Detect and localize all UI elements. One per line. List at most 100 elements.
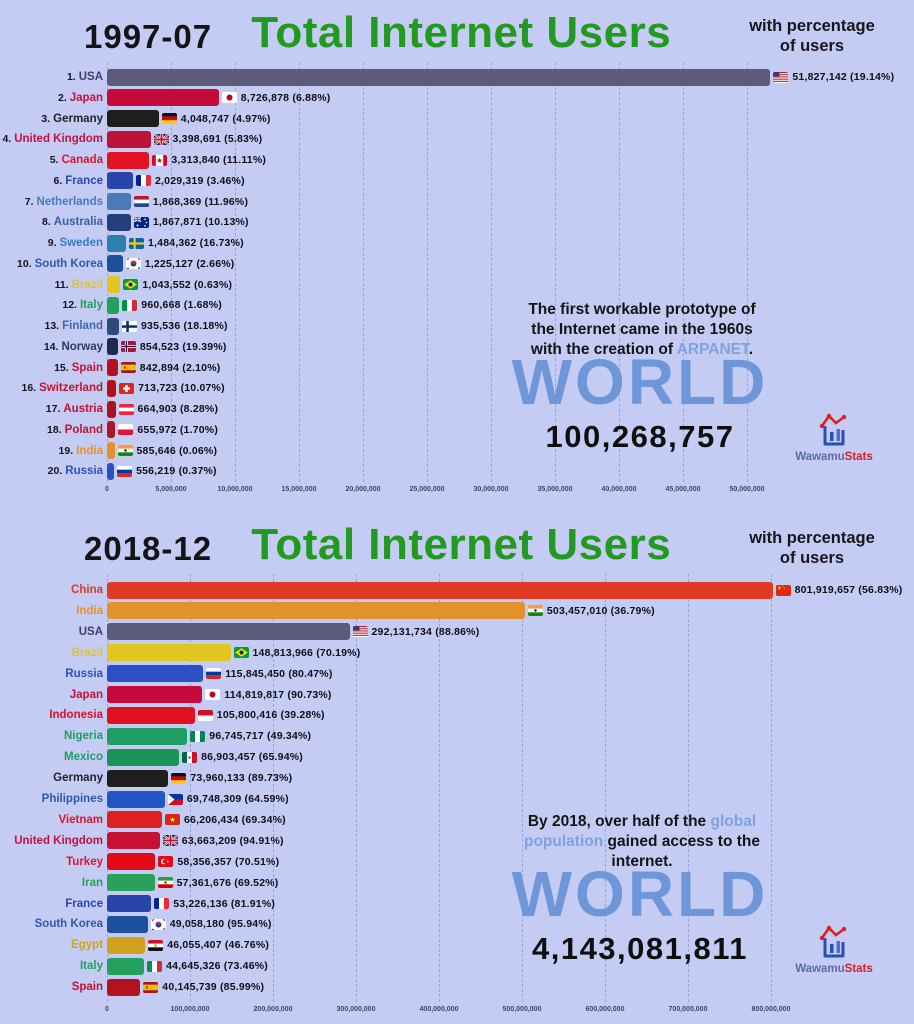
gridline [771,574,772,1002]
country-label: 17. Austria [0,403,103,415]
norway-flag-icon [120,341,136,353]
country-label: India [0,605,103,617]
country-label: 3. Germany [0,113,103,125]
country-name: Brazil [71,278,103,291]
bar-row: USA 292,131,734 (88.86%) [0,623,479,641]
value-label: 51,827,142 (19.14%) [792,71,895,83]
value-label: 8,726,878 (6.88%) [240,91,331,104]
value-bar [107,213,131,231]
gridline [688,574,689,1002]
value-bar [107,193,131,210]
rank-number: 17. [45,403,61,415]
value-bar [107,379,117,397]
bar-row: China 801,919,657 (56.83%) [0,581,903,599]
value-bar [107,400,116,418]
country-label: 8. Australia [0,216,103,228]
bar-row: South Korea 49,058,180 (95.94%) [0,915,272,933]
southkorea-flag-icon [125,258,141,270]
bar-row: 1. USA 51,827,142 (19.14%) [0,68,895,86]
value-bar [107,853,156,871]
bar-rows: 1. USA 51,827,142 (19.14%) 2. Japan 8,726,878… [0,68,895,480]
chart-section-1997: 1997-07 Total Internet Users with percen… [0,8,914,493]
country-name: Spain [71,361,103,374]
x-tick-label: 20,000,000 [345,486,381,493]
country-label: 6. France [0,175,103,187]
country-label: 7. Netherlands [0,196,103,208]
gridline [747,62,748,482]
austria-flag-icon [118,403,134,415]
country-label: Brazil [0,647,103,659]
bar-row: 12. Italy 960,668 (1.68%) [0,296,222,314]
country-label: 19. India [0,445,103,457]
gridlines [0,62,914,482]
bar-row: Iran 57,361,676 (69.52%) [0,874,278,892]
gridline [363,62,364,482]
value-label: 44,645,326 (73.46%) [166,960,268,973]
value-bar [107,317,119,335]
x-tick-label: 45,000,000 [665,486,701,493]
chart-date: 1997-07 [84,18,213,55]
value-bar [107,915,148,933]
value-bar [107,255,123,273]
bar-row: 4. United Kingdom 3,398,691 (5.83%) [0,130,262,148]
country-label: China [0,584,103,596]
country-label: 9. Sweden [0,237,103,249]
bar-row: Egypt 46,055,407 (46.76%) [0,936,269,954]
rank-number: 11. [54,278,69,291]
gridlines [0,574,914,1002]
x-tick-label: 400,000,000 [419,1006,459,1013]
country-label: United Kingdom [0,835,103,847]
gridline [619,62,620,482]
country-label: 11. Brazil [0,279,103,291]
annotation-line: the Internet came in the 1960s [531,320,753,338]
bar-row: Vietnam 66,206,434 (69.34%) [0,811,286,829]
italy-flag-icon [147,960,163,972]
gridline [273,574,274,1002]
value-bar [107,68,771,86]
country-name: India [76,604,103,617]
bar-row: 9. Sweden 1,484,362 (16.73%) [0,234,244,252]
value-bar [107,936,146,954]
country-label: Philippines [0,793,103,805]
vietnam-flag-icon [165,814,180,826]
value-bar [107,623,350,641]
x-tick-label: 200,000,000 [253,1006,293,1013]
country-label: Nigeria [0,730,103,742]
value-label: 114,819,817 (90.73%) [224,688,332,701]
gridline [605,574,606,1002]
value-label: 115,845,450 (80.47%) [225,667,333,680]
value-label: 96,745,717 (49.34%) [209,730,312,743]
country-name: Germany [53,772,103,785]
country-name: United Kingdom [14,133,103,146]
value-label: 585,646 (0.06%) [136,444,218,457]
world-value: 4,143,081,811 [531,931,749,966]
gridline [190,574,191,1002]
value-label: 66,206,434 (69.34%) [184,813,286,826]
country-label: Egypt [0,939,103,951]
rank-number: 10. [17,257,32,270]
x-tick-label: 30,000,000 [473,486,509,493]
japan-flag-icon [205,689,221,700]
value-label: 503,457,010 (36.79%) [546,604,655,617]
bar-row: 6. France 2,029,319 (3.46%) [0,172,245,190]
australia-flag-icon [133,216,149,228]
gridline [107,574,108,1002]
country-label: Indonesia [0,709,103,721]
bar-row: 11. Brazil 1,043,552 (0.63%) [0,276,232,293]
value-label: 4,048,747 (4.97%) [180,112,271,125]
france-flag-icon [154,898,170,909]
gridline [356,574,357,1002]
stats-chart-icon [819,925,847,958]
canada-flag-icon [152,154,168,166]
value-bar [107,421,116,439]
country-name: Austria [63,403,103,415]
annotation-text: By 2018, over half of the global populati… [437,812,847,871]
world-total: WORLD 4,143,081,811 [440,862,840,967]
value-label: 842,894 (2.10%) [139,361,221,374]
country-name: Russia [65,465,103,478]
value-bar [107,957,145,975]
bar-row: 7. Netherlands 1,868,369 (11.96%) [0,193,248,210]
value-bar [107,895,152,912]
country-name: Italy [79,299,103,312]
